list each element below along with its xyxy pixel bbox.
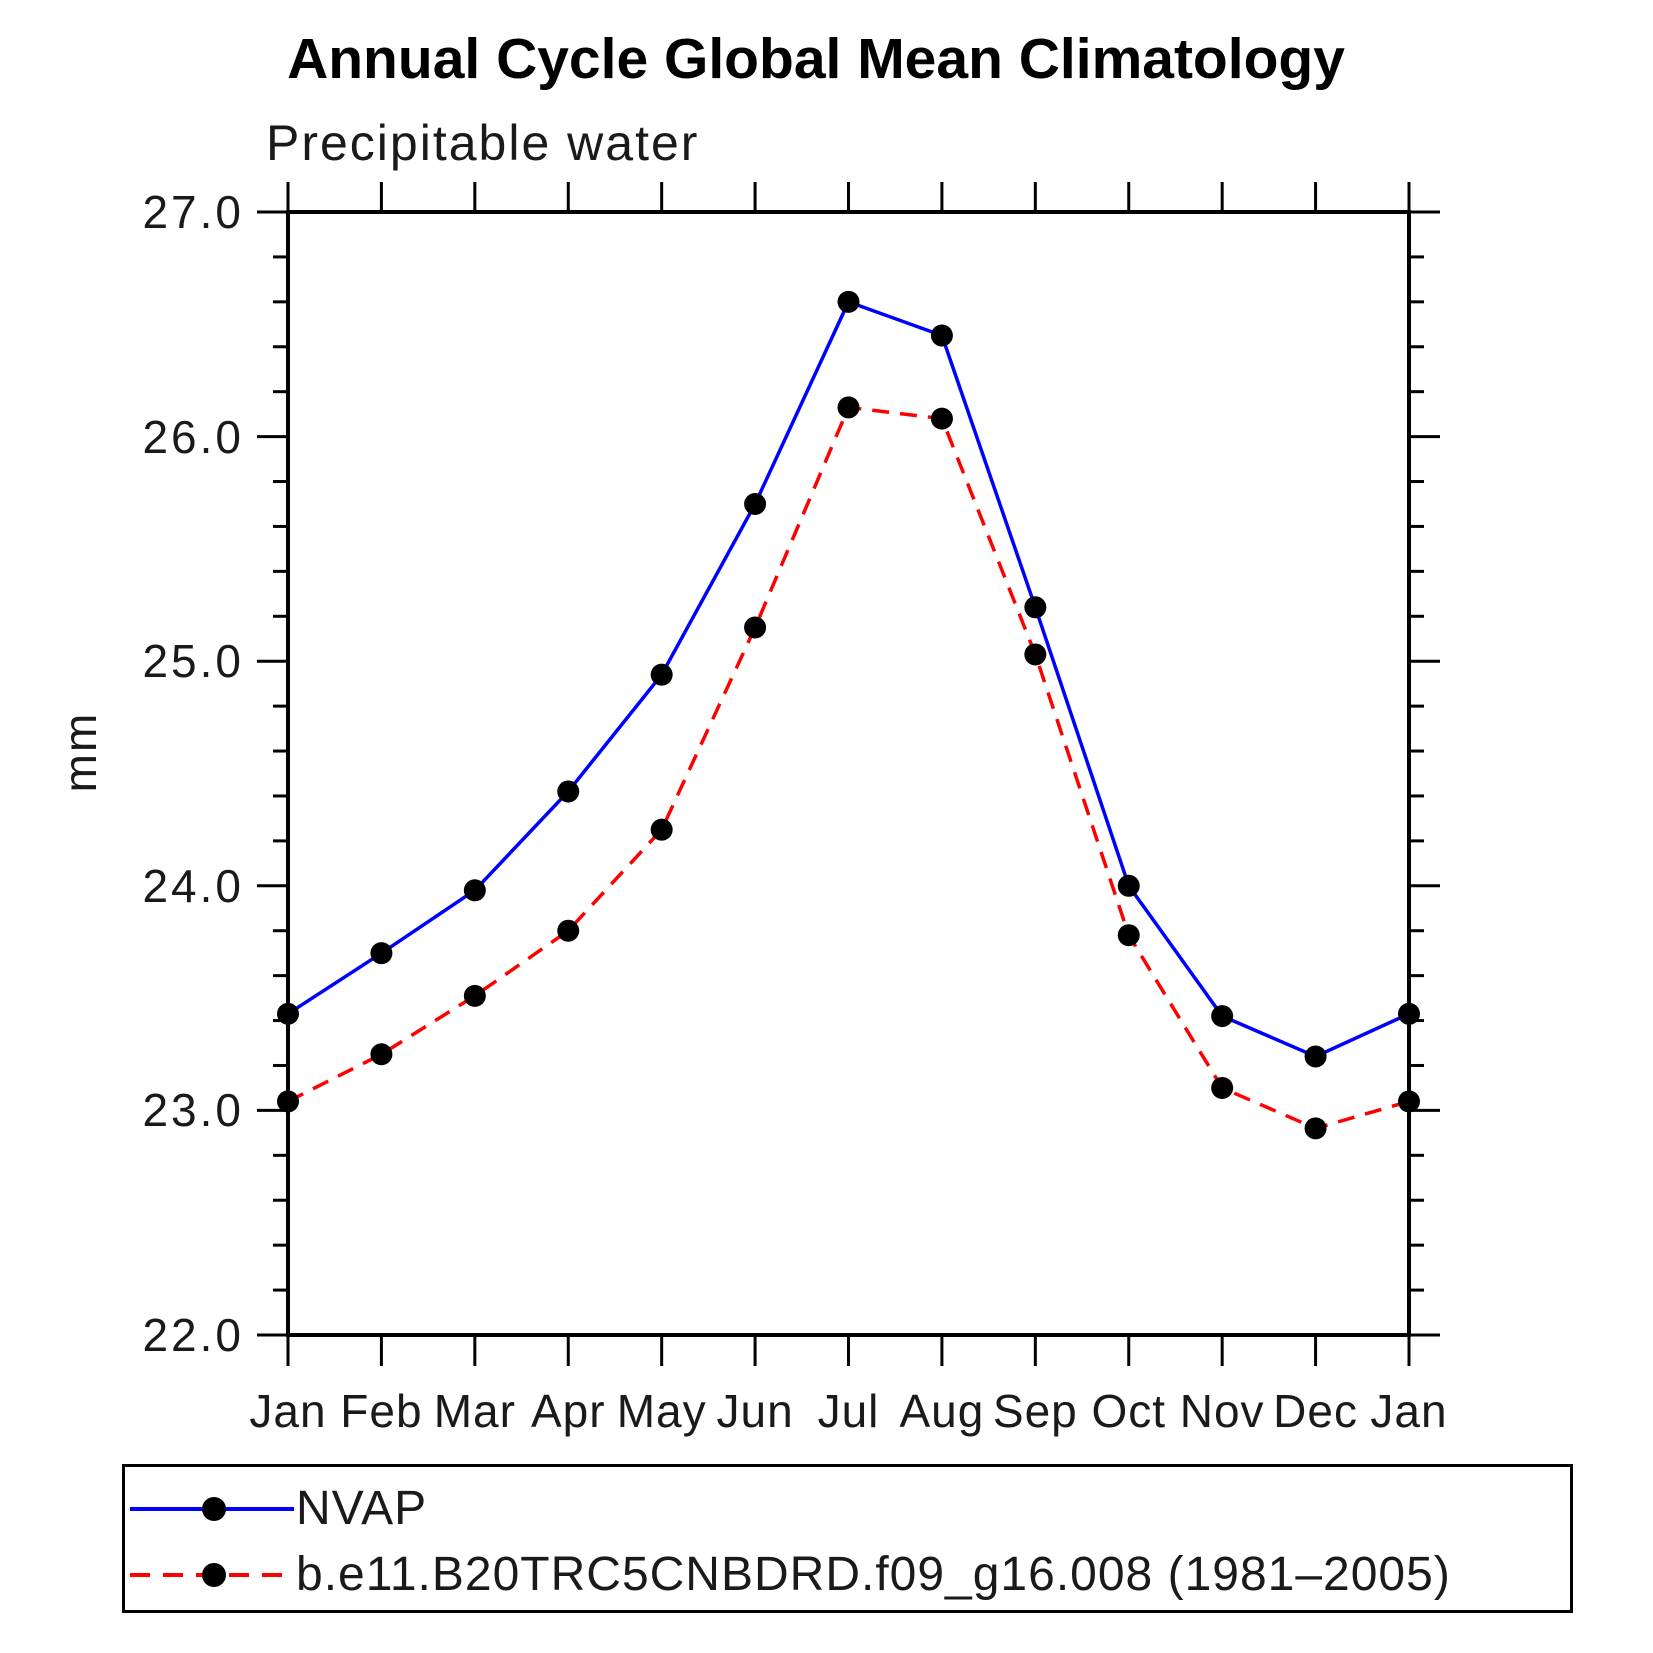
- x-tick-label: Jun: [716, 1385, 794, 1437]
- x-tick-label: Aug: [899, 1385, 985, 1437]
- x-tick-label: Jan: [1370, 1385, 1448, 1437]
- series-markers-nvap: [277, 290, 1420, 1068]
- y-tick-label: 23.0: [142, 1084, 244, 1137]
- data-point: [930, 324, 953, 347]
- x-tick-label: Sep: [992, 1385, 1078, 1437]
- axis-ticks: [257, 182, 1440, 1366]
- legend-marker-sample: [202, 1497, 226, 1521]
- x-tick-label: Nov: [1179, 1385, 1265, 1437]
- legend-label-model: b.e11.B20TRC5CNBDRD.f09_g16.008 (1981–20…: [296, 1548, 1451, 1601]
- series-markers-model: [277, 396, 1420, 1140]
- chart-subtitle: Precipitable water: [266, 115, 700, 171]
- data-point: [277, 1090, 299, 1113]
- data-point: [930, 407, 953, 430]
- data-point: [463, 879, 486, 902]
- data-point: [1211, 1076, 1234, 1099]
- x-tick-label: Feb: [340, 1385, 423, 1437]
- chart-title: Annual Cycle Global Mean Climatology: [287, 27, 1345, 91]
- y-tick-label: 25.0: [142, 635, 244, 688]
- data-point: [1117, 874, 1140, 897]
- x-tick-label: Jul: [817, 1385, 880, 1437]
- data-point: [1398, 1090, 1420, 1113]
- data-point: [557, 919, 580, 942]
- data-point: [370, 942, 393, 965]
- legend-label-nvap: NVAP: [296, 1482, 428, 1535]
- x-tick-label: May: [616, 1385, 707, 1437]
- plot-frame: [286, 210, 1411, 1337]
- x-tick-label: Mar: [433, 1385, 516, 1437]
- model-line-swatch: [130, 1563, 294, 1587]
- data-point: [463, 984, 486, 1007]
- data-point: [1117, 924, 1140, 947]
- x-tick-label: Dec: [1273, 1385, 1358, 1437]
- x-tick-label: Oct: [1091, 1385, 1167, 1437]
- data-point: [370, 1043, 393, 1066]
- y-tick-label: 26.0: [142, 410, 244, 463]
- legend-item-nvap: NVAP: [130, 1482, 428, 1535]
- legend-marker-sample: [202, 1563, 226, 1587]
- y-axis-unit-label: mm: [54, 711, 106, 793]
- data-point: [1024, 596, 1047, 619]
- data-point: [837, 290, 860, 313]
- legend-item-model: b.e11.B20TRC5CNBDRD.f09_g16.008 (1981–20…: [130, 1548, 1451, 1601]
- x-tick-label: Apr: [530, 1385, 606, 1437]
- data-point: [1304, 1045, 1327, 1068]
- data-point: [1024, 643, 1047, 666]
- data-point: [277, 1002, 299, 1025]
- data-point: [650, 818, 673, 841]
- y-tick-label: 24.0: [142, 859, 244, 912]
- data-point: [557, 780, 580, 803]
- y-tick-label: 27.0: [142, 186, 244, 238]
- data-point: [744, 616, 767, 639]
- data-point: [1211, 1005, 1234, 1028]
- data-point: [1398, 1002, 1420, 1025]
- nvap-line-swatch: [130, 1497, 294, 1521]
- data-point: [650, 663, 673, 686]
- data-point: [837, 396, 860, 419]
- legend: NVAP b.e11.B20TRC5CNBDRD.f09_g16.008 (19…: [122, 1464, 1573, 1613]
- x-tick-label: Jan: [249, 1385, 327, 1437]
- y-tick-label: 22.0: [142, 1309, 244, 1361]
- series-line-model: [287, 405, 1410, 1131]
- data-point: [1304, 1117, 1327, 1140]
- data-point: [744, 492, 767, 515]
